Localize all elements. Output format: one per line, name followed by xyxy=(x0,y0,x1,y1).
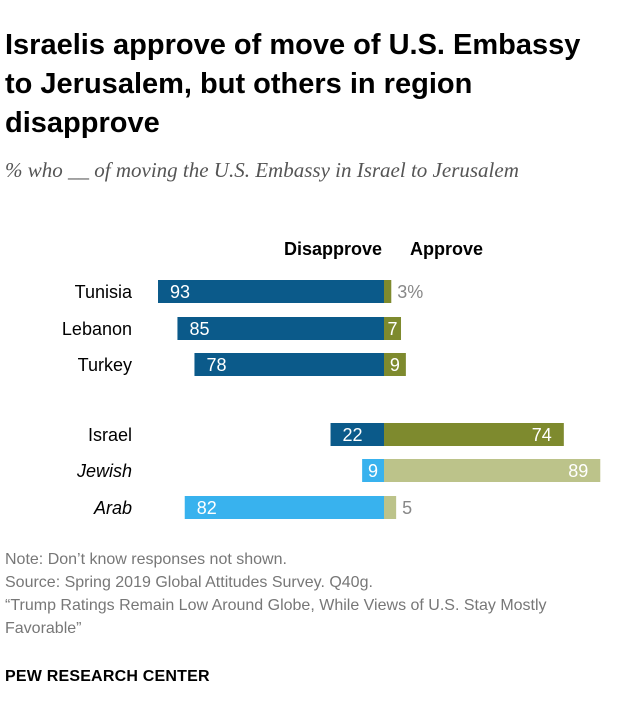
pew-research-center-logo: PEW RESEARCH CENTER xyxy=(5,668,210,685)
row-label: Turkey xyxy=(78,355,132,375)
note-text: Note: Don’t know responses not shown. xyxy=(5,551,287,568)
approve-bar xyxy=(384,423,564,446)
approve-bar xyxy=(384,317,402,340)
approve-value-label: 74 xyxy=(532,425,552,445)
approve-value-label: 9 xyxy=(390,355,400,375)
approve-bar xyxy=(384,496,397,519)
row-label: Lebanon xyxy=(62,319,132,339)
disapprove-value-label: 78 xyxy=(206,355,226,375)
approve-bar xyxy=(384,459,601,482)
row-label: Arab xyxy=(93,498,132,518)
row-label: Israel xyxy=(88,425,132,445)
disapprove-value-label: 22 xyxy=(343,425,363,445)
disapprove-value-label: 9 xyxy=(368,461,378,481)
approve-value-label: 3% xyxy=(397,282,423,302)
row-label: Jewish xyxy=(76,461,132,481)
disapprove-bar xyxy=(330,423,384,446)
chart-subtitle: % who __ of moving the U.S. Embassy in I… xyxy=(5,158,519,182)
disapprove-bar xyxy=(158,280,384,303)
source-text: Source: Spring 2019 Global Attitudes Sur… xyxy=(5,574,373,591)
diverging-bar-chart: Disapprove Approve Tunisia 93 3% Lebanon 85 7 Tu… xyxy=(62,239,601,519)
chart-title: Israelis approve of move of U.S. Embassy… xyxy=(5,29,581,139)
approve-bar xyxy=(384,353,406,376)
disapprove-bar xyxy=(194,353,384,376)
disapprove-value-label: 93 xyxy=(170,282,190,302)
column-header-disapprove: Disapprove xyxy=(284,239,382,259)
disapprove-bar xyxy=(184,496,384,519)
approve-bar xyxy=(384,280,392,303)
chart-notes: Note: Don’t know responses not shown. So… xyxy=(5,548,617,640)
column-header-approve: Approve xyxy=(410,239,483,259)
approve-value-label: 5 xyxy=(402,498,412,518)
disapprove-value-label: 82 xyxy=(197,498,217,518)
approve-value-label: 7 xyxy=(387,319,397,339)
disapprove-bar xyxy=(362,459,384,482)
approve-value-label: 89 xyxy=(568,461,588,481)
disapprove-bar xyxy=(177,317,384,340)
report-title-text: “Trump Ratings Remain Low Around Globe, … xyxy=(5,597,547,637)
row-label: Tunisia xyxy=(75,282,133,302)
disapprove-value-label: 85 xyxy=(189,319,209,339)
